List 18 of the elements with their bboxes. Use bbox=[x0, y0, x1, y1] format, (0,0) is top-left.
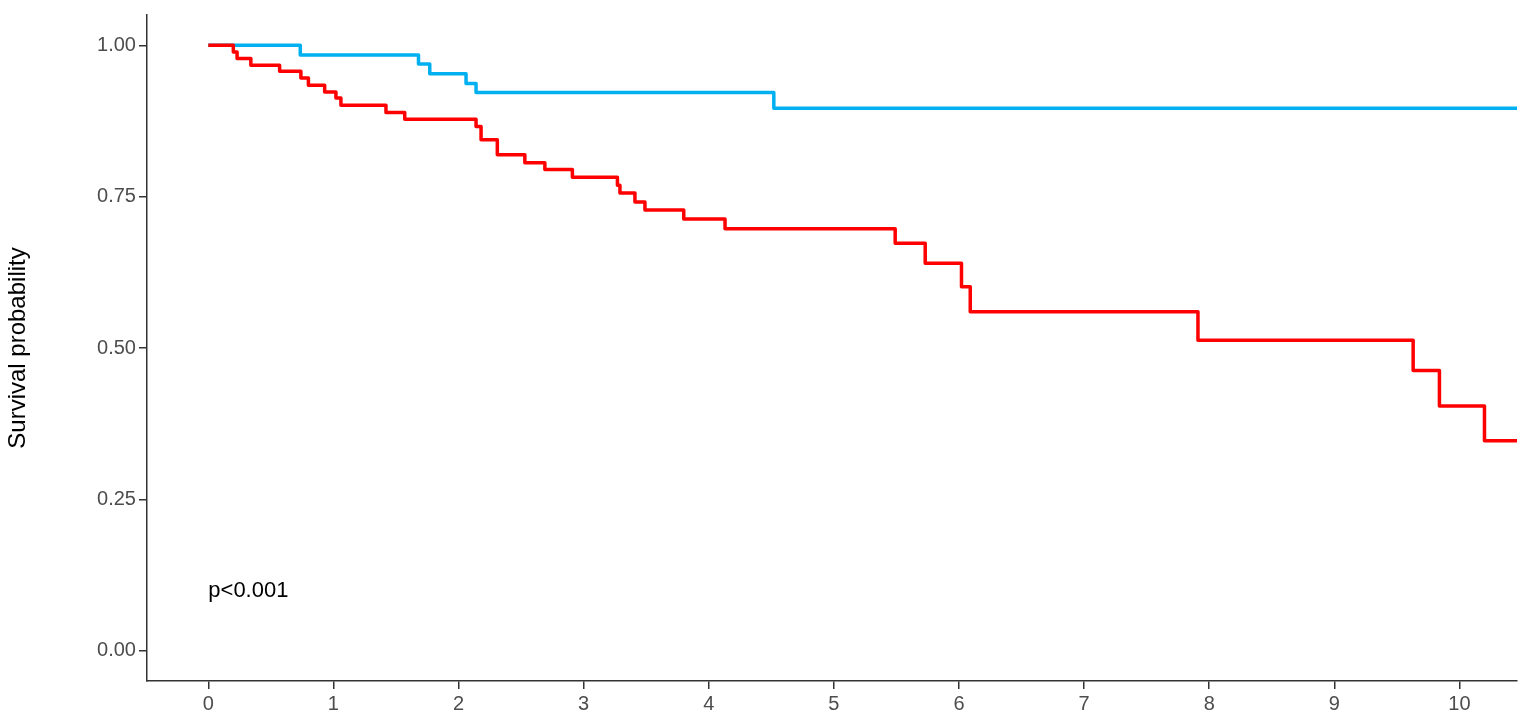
x-tick-label: 5 bbox=[828, 691, 840, 714]
x-tick-label: 4 bbox=[703, 691, 715, 714]
x-tick-label: 2 bbox=[452, 691, 465, 714]
x-tick-label: 6 bbox=[953, 691, 965, 714]
x-tick-label: 8 bbox=[1203, 691, 1215, 714]
y-tick-label: 0.50 bbox=[97, 335, 136, 358]
y-axis-title: Survival probability bbox=[3, 247, 31, 449]
x-tick-label: 0 bbox=[202, 691, 214, 714]
y-tick-label: 0.00 bbox=[97, 638, 136, 661]
x-tick-label: 3 bbox=[578, 691, 590, 714]
y-tick-label: 0.75 bbox=[97, 184, 136, 207]
y-tick-label: 0.25 bbox=[97, 486, 136, 509]
annotation: p<0.001 bbox=[208, 577, 289, 603]
x-tick-label: 1 bbox=[327, 691, 339, 714]
x-tick-label: 9 bbox=[1328, 691, 1340, 714]
x-tick-label: 7 bbox=[1078, 691, 1090, 714]
x-tick-label: 10 bbox=[1448, 691, 1471, 714]
y-tick-label: 1.00 bbox=[97, 32, 136, 55]
